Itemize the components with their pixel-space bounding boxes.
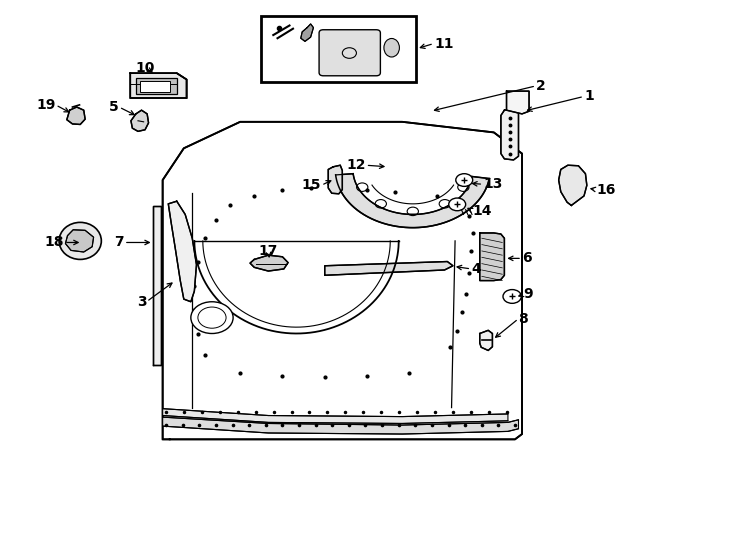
Text: 12: 12 <box>346 158 366 172</box>
Ellipse shape <box>384 38 399 57</box>
Text: 2: 2 <box>536 79 546 93</box>
Circle shape <box>503 289 521 303</box>
Text: 11: 11 <box>434 37 454 51</box>
Text: 3: 3 <box>137 295 147 309</box>
Bar <box>140 80 170 92</box>
Polygon shape <box>163 409 508 423</box>
Text: 9: 9 <box>523 287 533 301</box>
Polygon shape <box>65 230 94 252</box>
Polygon shape <box>480 233 504 281</box>
Polygon shape <box>153 206 161 365</box>
Polygon shape <box>250 255 288 271</box>
Polygon shape <box>501 109 518 160</box>
Polygon shape <box>335 174 490 228</box>
Text: 5: 5 <box>109 100 119 114</box>
Text: 15: 15 <box>302 178 321 192</box>
Text: 13: 13 <box>483 177 503 191</box>
Polygon shape <box>130 73 186 98</box>
Text: 19: 19 <box>36 98 56 112</box>
Polygon shape <box>163 122 522 440</box>
Text: 6: 6 <box>522 251 531 265</box>
Polygon shape <box>324 261 453 275</box>
Polygon shape <box>301 24 313 42</box>
Circle shape <box>448 198 465 211</box>
FancyBboxPatch shape <box>319 30 380 76</box>
Polygon shape <box>559 165 587 205</box>
Polygon shape <box>67 107 85 124</box>
Text: 18: 18 <box>45 235 64 249</box>
Text: 4: 4 <box>471 262 481 276</box>
Bar <box>136 78 177 94</box>
Text: 14: 14 <box>473 204 493 218</box>
Text: 17: 17 <box>258 245 278 259</box>
Polygon shape <box>480 330 493 350</box>
Polygon shape <box>328 165 342 194</box>
Text: 16: 16 <box>596 183 615 197</box>
Bar <box>261 16 416 82</box>
Text: 8: 8 <box>518 312 528 326</box>
Polygon shape <box>163 417 518 434</box>
Ellipse shape <box>59 222 101 259</box>
Text: 10: 10 <box>135 61 155 75</box>
Circle shape <box>191 302 233 334</box>
Polygon shape <box>131 110 148 131</box>
Text: 1: 1 <box>584 90 594 104</box>
Polygon shape <box>168 201 197 302</box>
Text: 7: 7 <box>115 235 124 249</box>
Circle shape <box>456 174 473 186</box>
Polygon shape <box>506 91 529 114</box>
